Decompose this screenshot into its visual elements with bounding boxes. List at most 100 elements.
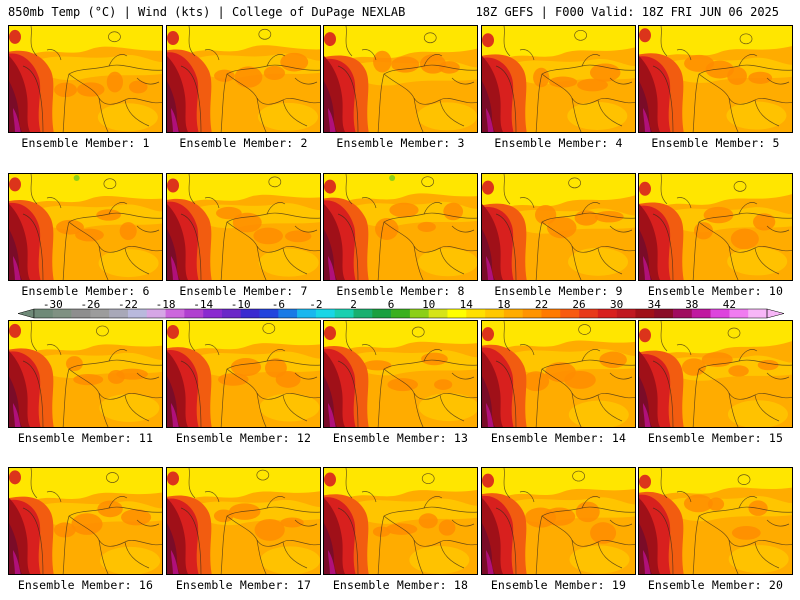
boundary-line bbox=[345, 26, 353, 57]
temperature-map bbox=[481, 25, 636, 133]
temp-field-yellow-orange-southeast bbox=[99, 393, 160, 422]
panel-caption: Ensemble Member: 10 bbox=[647, 284, 784, 298]
temp-field-yellow-orange-southeast bbox=[409, 545, 470, 574]
boundary-line bbox=[439, 99, 465, 127]
boundary-line bbox=[652, 213, 674, 280]
colorbar-swatch bbox=[372, 309, 392, 318]
temp-field-magenta bbox=[171, 256, 179, 280]
boundary-line bbox=[451, 519, 475, 527]
geographic-boundaries bbox=[652, 174, 792, 280]
temp-field-warm-spot bbox=[232, 212, 262, 233]
boundary-line bbox=[337, 65, 359, 132]
temp-field-warm-spot bbox=[707, 497, 725, 511]
boundary-line bbox=[180, 65, 202, 132]
temp-field-yellow-orange-southeast bbox=[418, 393, 477, 422]
map-canvas bbox=[482, 26, 635, 132]
temp-field-maroon bbox=[324, 81, 338, 132]
boundary-line bbox=[495, 360, 517, 427]
contour-loop bbox=[262, 323, 276, 334]
temp-field-warm-spot bbox=[683, 494, 713, 513]
temp-field-yellow bbox=[9, 468, 162, 507]
boundary-line bbox=[226, 221, 320, 253]
temp-field-yellow bbox=[482, 26, 635, 64]
boundary-line bbox=[451, 77, 475, 85]
temperature-map bbox=[481, 467, 636, 575]
temp-field-yellow bbox=[9, 174, 162, 210]
temperature-map bbox=[166, 320, 321, 428]
boundary-line bbox=[535, 506, 635, 574]
temp-field-warm-spot bbox=[574, 210, 598, 226]
temp-field-warm-spot bbox=[362, 360, 392, 371]
temp-field-yellow bbox=[324, 174, 477, 207]
map-canvas bbox=[324, 174, 477, 280]
boundary-line bbox=[108, 202, 128, 215]
geographic-boundaries bbox=[495, 174, 635, 280]
temp-field-warm-spot bbox=[96, 209, 121, 221]
temp-field-warm-spot bbox=[263, 65, 285, 81]
temp-field-warm-spot bbox=[284, 230, 312, 243]
temp-field-warm-spot bbox=[119, 222, 137, 241]
temp-field-maroon bbox=[167, 229, 181, 280]
boundary-line bbox=[581, 54, 601, 67]
boundary-line bbox=[136, 77, 160, 85]
temp-field-magenta bbox=[171, 108, 179, 132]
boundary-line bbox=[256, 392, 267, 427]
panel-caption: Ensemble Member: 9 bbox=[494, 284, 623, 298]
temp-field-warm-spot bbox=[564, 370, 596, 389]
boundary-line bbox=[652, 507, 674, 574]
boundary-line bbox=[266, 349, 286, 362]
map-canvas bbox=[167, 26, 320, 132]
boundary-line bbox=[256, 539, 267, 574]
temp-field-maroon bbox=[324, 523, 338, 574]
temp-field-warm-spot bbox=[216, 206, 242, 220]
boundary-line bbox=[698, 73, 792, 105]
boundary-line bbox=[413, 97, 424, 132]
boundary-line bbox=[46, 491, 62, 503]
boundary-line bbox=[136, 225, 160, 233]
temperature-map bbox=[323, 467, 478, 575]
temperature-map bbox=[8, 25, 163, 133]
boundary-line bbox=[571, 97, 582, 132]
map-canvas bbox=[9, 174, 162, 280]
colorbar-right-arrow bbox=[766, 308, 785, 319]
colorbar-tick-label: -26 bbox=[80, 298, 101, 311]
temp-field-warm-spot bbox=[275, 370, 301, 388]
boundary-line bbox=[22, 507, 44, 574]
temp-field-magenta bbox=[328, 550, 336, 574]
boundary-line bbox=[377, 64, 477, 132]
ensemble-member-panel: Ensemble Member: 7 bbox=[166, 173, 321, 305]
boundary-line bbox=[345, 468, 353, 499]
temp-field-hot-spot bbox=[324, 326, 336, 341]
boundary-line bbox=[503, 468, 511, 499]
colorbar-tick-label: -2 bbox=[309, 298, 323, 311]
colorbar-tick-label: -30 bbox=[42, 298, 63, 311]
colorbar-swatch bbox=[710, 309, 730, 318]
temp-field-yellow-orange-southeast bbox=[568, 400, 629, 427]
boundary-line bbox=[609, 519, 633, 527]
temp-field-magenta bbox=[643, 403, 651, 427]
map-canvas bbox=[639, 468, 792, 574]
boundary-line bbox=[188, 468, 196, 499]
boundary-line bbox=[124, 541, 150, 569]
boundary-line bbox=[220, 64, 320, 132]
boundary-line bbox=[46, 49, 62, 61]
boundary-line bbox=[754, 247, 780, 275]
ensemble-member-panel: Ensemble Member: 6 bbox=[8, 173, 163, 305]
colorbar-tick-label: -18 bbox=[155, 298, 176, 311]
colorbar-tick-label: 30 bbox=[610, 298, 624, 311]
temp-field-magenta bbox=[643, 550, 651, 574]
boundary-line bbox=[439, 394, 465, 422]
colorbar-swatch bbox=[691, 309, 711, 318]
temp-field-warm-spot bbox=[253, 227, 283, 245]
boundary-line bbox=[62, 359, 162, 427]
contour-loop bbox=[421, 176, 435, 188]
geographic-boundaries bbox=[180, 321, 320, 427]
temp-field-maroon bbox=[167, 376, 181, 427]
temp-field-warm-spot bbox=[728, 365, 749, 377]
boundary-line bbox=[738, 349, 758, 362]
boundary-line bbox=[226, 368, 320, 400]
boundary-line bbox=[361, 49, 377, 61]
boundary-line bbox=[282, 99, 308, 127]
temp-field-warm-spot bbox=[705, 60, 735, 79]
temp-field-warm-spot bbox=[230, 358, 262, 377]
